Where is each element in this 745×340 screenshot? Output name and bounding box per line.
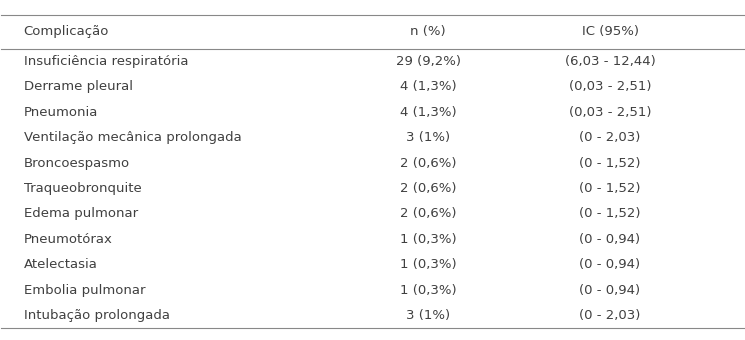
Text: Atelectasia: Atelectasia: [24, 258, 98, 271]
Text: (0 - 1,52): (0 - 1,52): [580, 182, 641, 195]
Text: (0 - 0,94): (0 - 0,94): [580, 258, 641, 271]
Text: 4 (1,3%): 4 (1,3%): [400, 106, 457, 119]
Text: 3 (1%): 3 (1%): [406, 309, 450, 322]
Text: Pneumonia: Pneumonia: [24, 106, 98, 119]
Text: IC (95%): IC (95%): [582, 25, 638, 38]
Text: (0 - 2,03): (0 - 2,03): [580, 131, 641, 144]
Text: Broncoespasmo: Broncoespasmo: [24, 157, 130, 170]
Text: Pneumotórax: Pneumotórax: [24, 233, 112, 246]
Text: Derrame pleural: Derrame pleural: [24, 80, 133, 93]
Text: 29 (9,2%): 29 (9,2%): [396, 55, 460, 68]
Text: (6,03 - 12,44): (6,03 - 12,44): [565, 55, 656, 68]
Text: (0 - 1,52): (0 - 1,52): [580, 157, 641, 170]
Text: n (%): n (%): [410, 25, 446, 38]
Text: 1 (0,3%): 1 (0,3%): [400, 258, 457, 271]
Text: 2 (0,6%): 2 (0,6%): [400, 207, 457, 221]
Text: Edema pulmonar: Edema pulmonar: [24, 207, 138, 221]
Text: (0 - 1,52): (0 - 1,52): [580, 207, 641, 221]
Text: (0 - 0,94): (0 - 0,94): [580, 284, 641, 297]
Text: Traqueobronquite: Traqueobronquite: [24, 182, 142, 195]
Text: Embolia pulmonar: Embolia pulmonar: [24, 284, 145, 297]
Text: 1 (0,3%): 1 (0,3%): [400, 284, 457, 297]
Text: Intubação prolongada: Intubação prolongada: [24, 309, 170, 322]
Text: 2 (0,6%): 2 (0,6%): [400, 157, 457, 170]
Text: 2 (0,6%): 2 (0,6%): [400, 182, 457, 195]
Text: (0,03 - 2,51): (0,03 - 2,51): [568, 80, 651, 93]
Text: (0 - 0,94): (0 - 0,94): [580, 233, 641, 246]
Text: 1 (0,3%): 1 (0,3%): [400, 233, 457, 246]
Text: 4 (1,3%): 4 (1,3%): [400, 80, 457, 93]
Text: (0,03 - 2,51): (0,03 - 2,51): [568, 106, 651, 119]
Text: Complicação: Complicação: [24, 25, 109, 38]
Text: Insuficiência respiratória: Insuficiência respiratória: [24, 55, 188, 68]
Text: 3 (1%): 3 (1%): [406, 131, 450, 144]
Text: (0 - 2,03): (0 - 2,03): [580, 309, 641, 322]
Text: Ventilação mecânica prolongada: Ventilação mecânica prolongada: [24, 131, 241, 144]
